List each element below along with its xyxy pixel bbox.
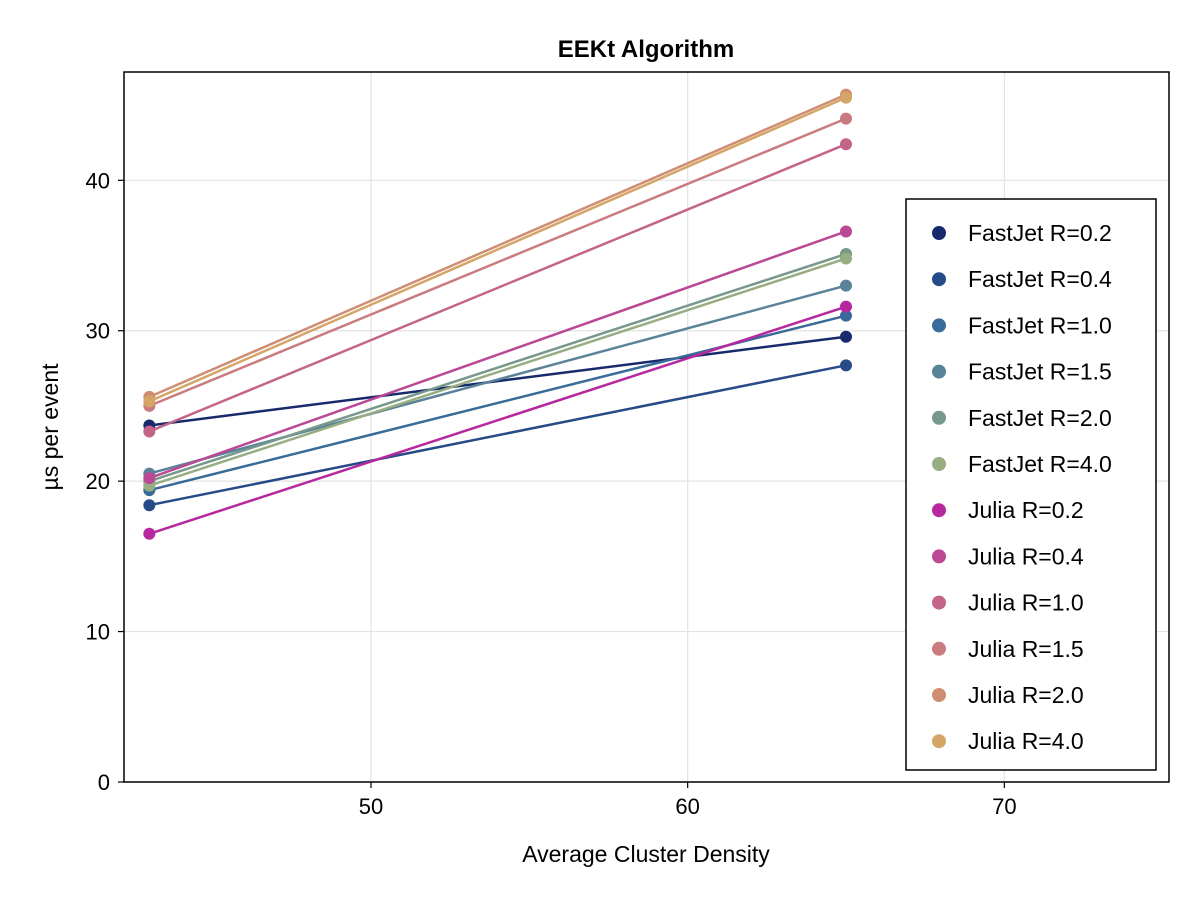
legend-label: Julia R=1.5: [968, 636, 1084, 662]
data-point: [840, 91, 852, 104]
series-group: [143, 138, 852, 438]
data-point: [840, 112, 852, 125]
legend-label: Julia R=0.2: [968, 497, 1084, 523]
data-point: [840, 309, 852, 322]
legend-item: Julia R=1.0: [932, 590, 1084, 616]
plot-frame: [123, 71, 1170, 783]
series-layer: [143, 88, 852, 540]
legend-frame: [905, 198, 1157, 771]
legend-marker: [932, 410, 946, 425]
legend-item: FastJet R=4.0: [932, 451, 1112, 477]
legend-item: Julia R=0.2: [932, 497, 1084, 523]
x-tick-label: 50: [359, 794, 383, 819]
legend-item: FastJet R=0.2: [932, 220, 1112, 246]
chart-title: EEKt Algorithm: [558, 36, 734, 63]
legend-label: FastJet R=0.2: [968, 220, 1112, 246]
legend-item: Julia R=1.5: [932, 636, 1084, 662]
series-line: [148, 117, 847, 408]
legend-marker: [932, 549, 946, 564]
data-point: [840, 279, 852, 292]
data-point: [143, 472, 156, 485]
series-line: [148, 93, 847, 399]
data-point: [840, 300, 852, 313]
legend-marker: [932, 226, 946, 240]
legend-marker: [932, 364, 946, 379]
legend-marker: [932, 272, 946, 287]
legend-item: FastJet R=1.0: [932, 312, 1112, 338]
legend-label: FastJet R=0.4: [968, 266, 1112, 292]
legend-label: FastJet R=4.0: [968, 451, 1112, 477]
legend-marker: [932, 457, 946, 471]
y-tick-label: 10: [86, 620, 110, 645]
legend-marker: [932, 318, 946, 333]
y-tick-label: 30: [86, 319, 110, 344]
ticks: 50 60 70 0 10 20 30 40: [86, 168, 1017, 819]
y-axis-label: µs per event: [37, 363, 63, 491]
legend-label: FastJet R=2.0: [968, 405, 1112, 431]
series-line: [148, 252, 847, 483]
data-point: [840, 225, 852, 238]
legend-item: Julia R=2.0: [932, 682, 1084, 708]
legend-label: Julia R=0.4: [968, 543, 1084, 569]
legend-label: FastJet R=1.5: [968, 359, 1112, 385]
legend-label: Julia R=2.0: [968, 682, 1084, 708]
legend-label: Julia R=1.0: [968, 590, 1084, 616]
series-line: [148, 96, 847, 403]
legend-label: Julia R=4.0: [968, 728, 1084, 754]
series-line: [148, 230, 847, 480]
legend-marker: [932, 688, 946, 702]
data-point: [840, 330, 852, 343]
series-line: [148, 143, 847, 433]
y-tick-label: 0: [98, 770, 110, 795]
series-line: [149, 364, 847, 507]
data-point: [143, 499, 156, 512]
legend-item: FastJet R=0.4: [932, 266, 1112, 292]
data-point: [143, 527, 156, 540]
series-group: [143, 300, 852, 540]
series-line: [148, 305, 847, 535]
data-point: [840, 359, 852, 372]
legend-marker: [932, 734, 946, 749]
data-point: [840, 252, 852, 265]
legend-marker: [932, 641, 946, 656]
x-tick-label: 60: [675, 794, 699, 819]
x-axis-label: Average Cluster Density: [522, 841, 770, 867]
legend-items: FastJet R=0.2 FastJet R=0.4 FastJet R=1.0 F…: [932, 220, 1112, 754]
legend-marker: [932, 503, 946, 518]
legend-item: FastJet R=1.5: [932, 359, 1112, 385]
data-point: [840, 138, 852, 151]
y-tick-label: 20: [86, 469, 110, 494]
legend-item: Julia R=0.4: [932, 543, 1084, 569]
series-line: [148, 257, 847, 487]
x-tick-label: 70: [992, 794, 1016, 819]
series-group: [143, 359, 852, 512]
y-tick-label: 40: [86, 168, 110, 193]
series-line: [149, 335, 847, 427]
legend-item: Julia R=4.0: [932, 728, 1084, 754]
data-point: [143, 425, 156, 438]
legend: FastJet R=0.2 FastJet R=0.4 FastJet R=1.0 F…: [905, 198, 1157, 771]
legend-item: FastJet R=2.0: [932, 405, 1112, 431]
legend-marker: [932, 595, 946, 610]
series-group: [143, 225, 852, 485]
series-group: [143, 91, 852, 408]
data-point: [143, 395, 156, 408]
legend-label: FastJet R=1.0: [968, 312, 1112, 338]
